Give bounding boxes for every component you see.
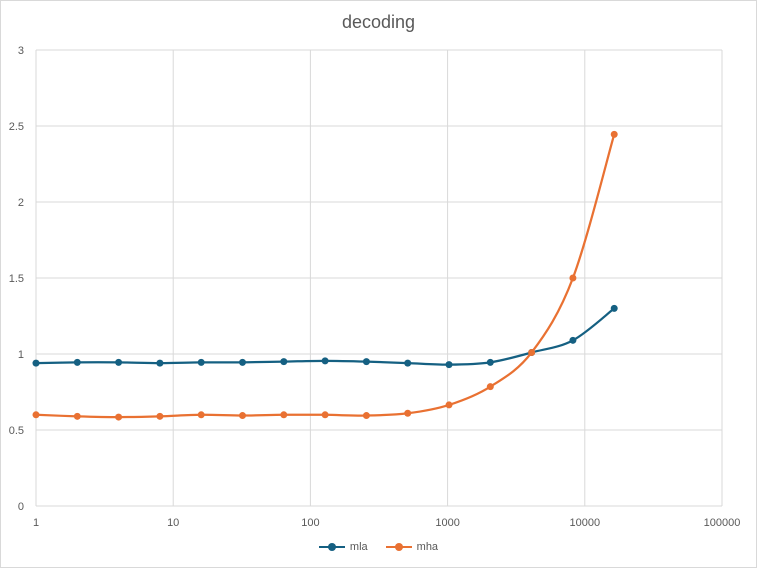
legend: mla mha bbox=[0, 541, 757, 553]
data-point-mla[interactable] bbox=[32, 359, 40, 367]
y-tick-label: 2.5 bbox=[9, 121, 24, 133]
series-line-mha bbox=[35, 134, 616, 419]
y-tick-label: 0 bbox=[18, 501, 24, 513]
x-tick-label: 1 bbox=[33, 517, 39, 529]
legend-label-mha: mha bbox=[416, 541, 439, 553]
data-point-mha[interactable] bbox=[610, 130, 618, 138]
data-point-mla[interactable] bbox=[362, 358, 370, 366]
data-point-mha[interactable] bbox=[32, 411, 40, 419]
data-point-mla[interactable] bbox=[404, 359, 412, 367]
x-tick-label: 10 bbox=[167, 517, 179, 529]
data-point-mha[interactable] bbox=[528, 348, 536, 356]
series-mha bbox=[32, 130, 618, 421]
data-point-mla[interactable] bbox=[569, 336, 577, 344]
data-point-mla[interactable] bbox=[610, 304, 618, 312]
chart-title: decoding bbox=[341, 12, 416, 32]
gridlines bbox=[35, 49, 723, 507]
data-point-mla[interactable] bbox=[321, 357, 329, 365]
x-tick-label: 1000 bbox=[435, 517, 459, 529]
series-mla bbox=[32, 304, 618, 369]
series-layer bbox=[32, 130, 618, 421]
data-point-mha[interactable] bbox=[362, 412, 370, 420]
data-point-mha[interactable] bbox=[156, 412, 164, 420]
y-axis-labels: 0 0.5 1 1.5 2 2.5 3 bbox=[9, 45, 24, 513]
legend-item-mha[interactable]: mha bbox=[385, 541, 439, 553]
y-tick-label: 1 bbox=[18, 349, 24, 361]
data-point-mha[interactable] bbox=[321, 411, 329, 419]
x-tick-label: 100 bbox=[301, 517, 319, 529]
data-point-mla[interactable] bbox=[486, 358, 494, 366]
data-point-mha[interactable] bbox=[280, 411, 288, 419]
legend-item-mla[interactable]: mla bbox=[318, 541, 368, 553]
y-tick-label: 3 bbox=[18, 45, 24, 57]
data-point-mha[interactable] bbox=[239, 412, 247, 420]
data-point-mha[interactable] bbox=[115, 413, 123, 421]
data-point-mla[interactable] bbox=[280, 358, 288, 366]
legend-label-mla: mla bbox=[349, 541, 368, 553]
legend-swatch-mla bbox=[318, 543, 345, 551]
legend-swatch-mha bbox=[385, 543, 412, 551]
data-point-mla[interactable] bbox=[197, 358, 205, 366]
x-tick-label: 100000 bbox=[704, 517, 741, 529]
data-point-mha[interactable] bbox=[445, 401, 453, 409]
data-point-mla[interactable] bbox=[156, 359, 164, 367]
data-point-mha[interactable] bbox=[486, 383, 494, 391]
y-tick-label: 1.5 bbox=[9, 273, 24, 285]
y-tick-label: 0.5 bbox=[9, 425, 24, 437]
data-point-mla[interactable] bbox=[239, 358, 247, 366]
data-point-mha[interactable] bbox=[569, 274, 577, 282]
x-axis-labels: 1 10 100 1000 10000 100000 bbox=[33, 517, 740, 529]
data-point-mla[interactable] bbox=[445, 361, 453, 369]
y-tick-label: 2 bbox=[18, 197, 24, 209]
data-point-mla[interactable] bbox=[73, 358, 81, 366]
data-point-mha[interactable] bbox=[404, 409, 412, 417]
data-point-mha[interactable] bbox=[73, 412, 81, 420]
x-tick-label: 10000 bbox=[570, 517, 601, 529]
data-point-mla[interactable] bbox=[115, 358, 123, 366]
data-point-mha[interactable] bbox=[197, 411, 205, 419]
